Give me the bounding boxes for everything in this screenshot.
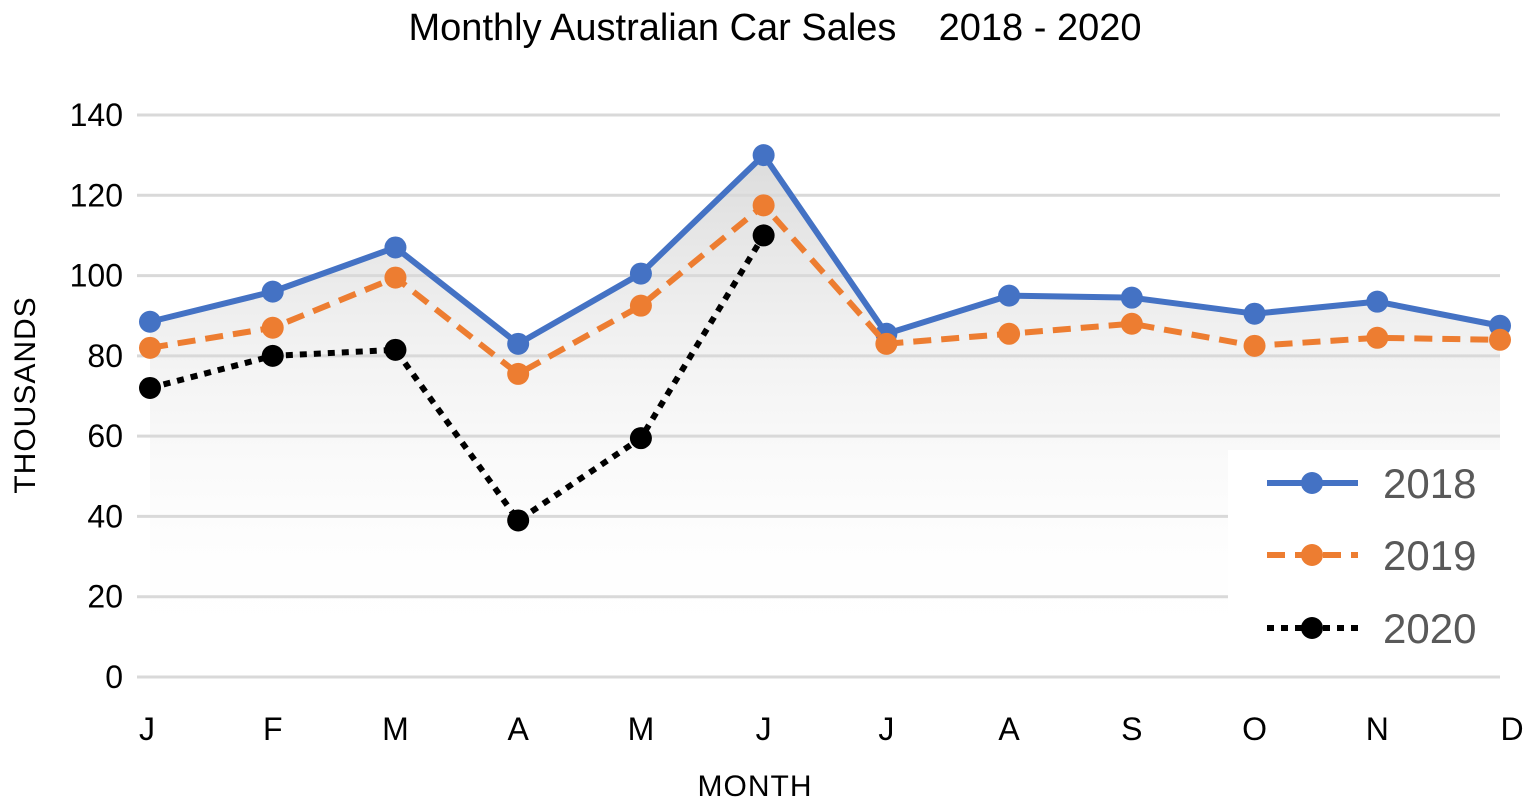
gridlines — [137, 113, 1500, 679]
data-point-2019-10 — [1366, 326, 1389, 349]
y-tick-label: 60 — [87, 418, 123, 454]
data-point-2020-1 — [261, 344, 284, 367]
series-2018 — [139, 144, 1511, 355]
legend-label: 2019 — [1383, 532, 1476, 579]
data-point-2019-1 — [261, 316, 284, 339]
x-tick-label: J — [139, 711, 155, 747]
x-tick-label: F — [263, 711, 283, 747]
legend: 2018 2019 2020 — [1228, 450, 1528, 675]
data-point-2019-0 — [139, 336, 161, 359]
y-tick-label: 140 — [70, 97, 123, 133]
y-tick-label: 80 — [87, 338, 123, 374]
plot-shading — [150, 155, 1500, 657]
legend-item-2019: 2019 — [1267, 532, 1476, 579]
data-point-2019-7 — [998, 322, 1021, 345]
data-point-2019-3 — [507, 362, 530, 385]
y-axis-tick-labels: 0 20 40 60 80 100 120 140 — [70, 97, 123, 695]
chart-title: Monthly Australian Car Sales 2018 - 2020 — [409, 7, 1142, 49]
data-point-2020-0 — [139, 376, 161, 399]
data-point-2018-1 — [261, 280, 284, 303]
series-layer — [139, 144, 1511, 532]
data-point-2018-10 — [1366, 290, 1389, 313]
x-tick-label: M — [382, 711, 409, 747]
area-shading — [150, 155, 1500, 657]
data-point-2018-2 — [384, 236, 407, 259]
data-point-2020-5 — [752, 224, 775, 247]
data-point-2019-11 — [1489, 328, 1511, 351]
series-line-2019 — [149, 202, 1501, 377]
x-tick-label: J — [878, 711, 894, 747]
data-point-2019-8 — [1120, 312, 1143, 335]
data-point-2018-9 — [1243, 302, 1266, 325]
data-point-2020-2 — [384, 338, 407, 361]
x-tick-label: D — [1500, 711, 1523, 747]
legend-background — [1228, 450, 1528, 675]
y-tick-label: 100 — [70, 258, 123, 294]
series-2020 — [139, 224, 775, 532]
data-point-2019-5 — [752, 194, 775, 217]
series-2019 — [139, 194, 1511, 385]
legend-item-2018: 2018 — [1267, 460, 1476, 507]
data-point-2018-7 — [998, 284, 1021, 307]
legend-label: 2020 — [1383, 605, 1476, 652]
series-line-2018 — [149, 152, 1501, 347]
y-tick-label: 0 — [105, 659, 123, 695]
x-tick-label: A — [508, 711, 530, 747]
legend-label: 2018 — [1383, 460, 1476, 507]
legend-marker — [1301, 472, 1323, 494]
x-tick-label: M — [628, 711, 655, 747]
x-tick-label: O — [1242, 711, 1267, 747]
data-point-2019-6 — [875, 332, 898, 355]
y-tick-label: 20 — [87, 579, 123, 615]
legend-marker — [1301, 617, 1323, 639]
data-point-2020-3 — [507, 509, 530, 532]
data-point-2018-3 — [507, 332, 530, 355]
series-line-2020 — [149, 233, 767, 524]
y-tick-label: 120 — [70, 177, 123, 213]
data-point-2018-8 — [1120, 286, 1143, 309]
data-point-2018-0 — [139, 310, 161, 333]
x-tick-label: A — [998, 711, 1020, 747]
x-tick-label: N — [1366, 711, 1389, 747]
data-point-2019-4 — [629, 294, 652, 317]
legend-marker — [1301, 544, 1323, 566]
legend-item-2020: 2020 — [1267, 605, 1476, 652]
data-point-2019-9 — [1243, 334, 1266, 357]
x-tick-label: S — [1121, 711, 1142, 747]
x-tick-label: J — [756, 711, 772, 747]
y-axis-label: THOUSANDS — [9, 296, 42, 493]
data-point-2018-5 — [752, 144, 775, 167]
y-tick-label: 40 — [87, 498, 123, 534]
data-point-2019-2 — [384, 266, 407, 289]
data-point-2020-4 — [629, 427, 652, 450]
data-point-2018-4 — [629, 262, 652, 285]
x-axis-label: MONTH — [698, 770, 813, 803]
